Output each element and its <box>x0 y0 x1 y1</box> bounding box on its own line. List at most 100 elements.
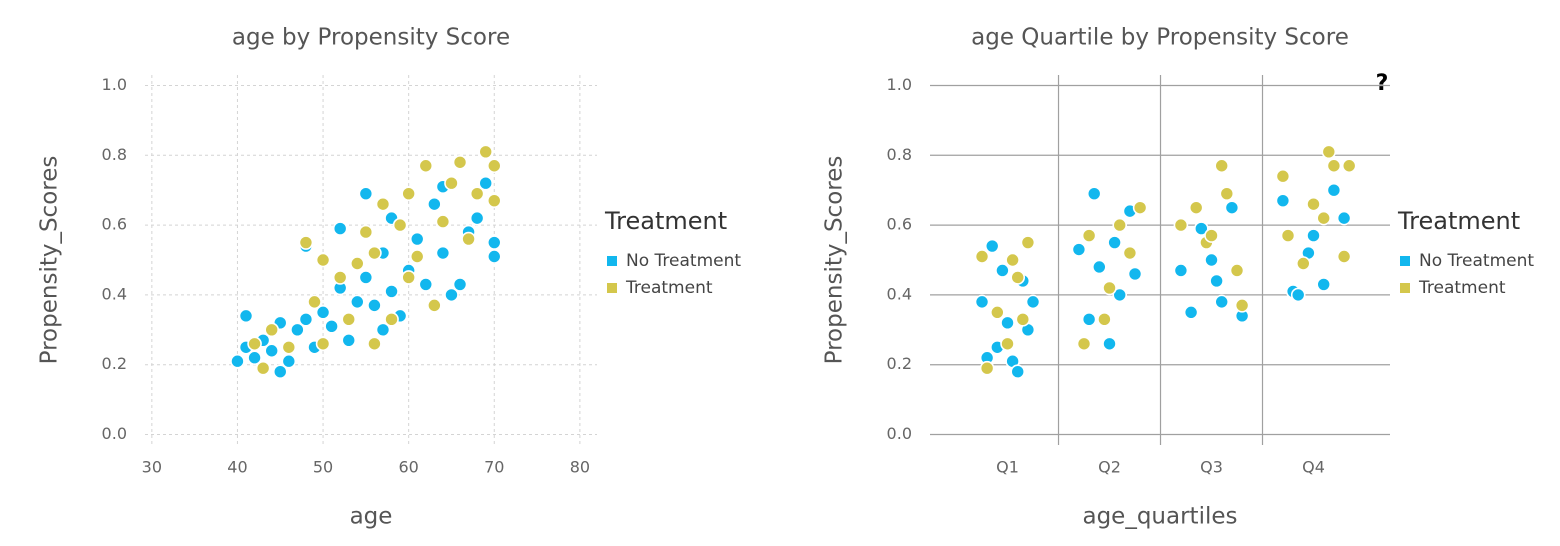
point <box>264 322 279 338</box>
point <box>255 360 271 376</box>
point <box>1290 287 1306 303</box>
point <box>979 360 995 376</box>
point <box>341 312 357 327</box>
y-tick-label: 0.4 <box>102 284 127 303</box>
y-tick-label: 0.8 <box>887 145 912 164</box>
point <box>1025 294 1041 310</box>
help-icon[interactable]: ? <box>1376 71 1389 96</box>
point <box>375 322 391 338</box>
point <box>452 154 468 170</box>
point <box>1219 186 1235 201</box>
x-tick-label: 30 <box>142 458 162 477</box>
point <box>1224 200 1240 215</box>
x-axis-label: age <box>350 504 393 530</box>
chart-title: age by Propensity Score <box>232 25 510 51</box>
y-tick-label: 1.0 <box>887 75 912 94</box>
point <box>478 175 494 191</box>
x-tick-label: Q4 <box>1302 458 1325 477</box>
point <box>290 322 305 338</box>
point <box>486 158 502 174</box>
point <box>1020 235 1036 250</box>
legend-swatch <box>1400 283 1410 293</box>
y-tick-label: 0.2 <box>887 354 912 373</box>
point <box>281 353 297 369</box>
point <box>1112 217 1128 233</box>
y-tick-label: 1.0 <box>102 75 127 94</box>
point <box>478 144 494 160</box>
point <box>409 249 425 264</box>
point <box>1341 158 1357 174</box>
point <box>358 270 374 285</box>
point <box>1336 249 1352 264</box>
point <box>486 193 502 208</box>
point <box>384 312 399 327</box>
point <box>469 210 485 226</box>
point <box>1326 182 1342 198</box>
legend-label: No Treatment <box>1419 251 1534 271</box>
legend-label: Treatment <box>625 278 713 298</box>
point <box>1076 336 1092 352</box>
point <box>1234 298 1250 313</box>
x-tick-label: 40 <box>227 458 247 477</box>
x-tick-label: Q1 <box>996 458 1019 477</box>
point <box>358 224 374 240</box>
y-tick-label: 0.8 <box>102 145 127 164</box>
legend-swatch <box>607 256 617 266</box>
point <box>384 284 399 299</box>
point <box>1112 287 1128 303</box>
point <box>984 238 1000 254</box>
point <box>444 175 459 191</box>
chart-title: age Quartile by Propensity Score <box>971 25 1349 51</box>
point <box>1316 277 1332 292</box>
x-tick-label: 80 <box>570 458 590 477</box>
point <box>1183 305 1199 320</box>
point <box>1086 186 1102 201</box>
point <box>418 277 434 292</box>
point <box>1306 196 1321 212</box>
point <box>1071 242 1087 257</box>
point <box>427 196 442 212</box>
x-tick-label: 60 <box>398 458 418 477</box>
point <box>1275 193 1291 208</box>
point <box>315 336 331 352</box>
point <box>435 245 451 261</box>
legend-swatch <box>1400 256 1410 266</box>
point <box>1209 273 1224 289</box>
point <box>1015 312 1031 327</box>
point <box>1102 336 1117 352</box>
point <box>1204 228 1219 243</box>
y-tick-label: 0.0 <box>102 424 127 443</box>
y-axis-label: Propensity_Scores <box>822 156 848 365</box>
point <box>238 308 254 324</box>
legend-label: Treatment <box>1418 278 1506 298</box>
point <box>247 336 262 352</box>
point <box>1000 336 1015 352</box>
point <box>1127 266 1143 282</box>
point <box>1321 144 1337 160</box>
point <box>1000 315 1015 331</box>
point <box>298 235 314 250</box>
point <box>1336 210 1352 226</box>
point <box>307 294 322 310</box>
point <box>230 353 245 369</box>
point <box>418 158 434 174</box>
point <box>409 231 425 247</box>
point <box>1122 245 1138 261</box>
y-axis-label: Propensity_Scores <box>37 156 63 365</box>
point <box>995 263 1010 278</box>
point <box>332 221 348 236</box>
point <box>1229 263 1245 278</box>
chart: age by Propensity Score age Propensity_Sco… <box>37 25 742 530</box>
point <box>298 312 314 327</box>
x-tick-label: Q3 <box>1200 458 1223 477</box>
point <box>1005 252 1020 268</box>
legend-title: Treatment <box>604 207 727 235</box>
point <box>1173 217 1189 233</box>
point <box>486 235 502 250</box>
point <box>1306 228 1321 243</box>
point <box>264 343 279 359</box>
point <box>350 294 365 310</box>
point <box>1188 200 1204 215</box>
point <box>272 364 288 379</box>
